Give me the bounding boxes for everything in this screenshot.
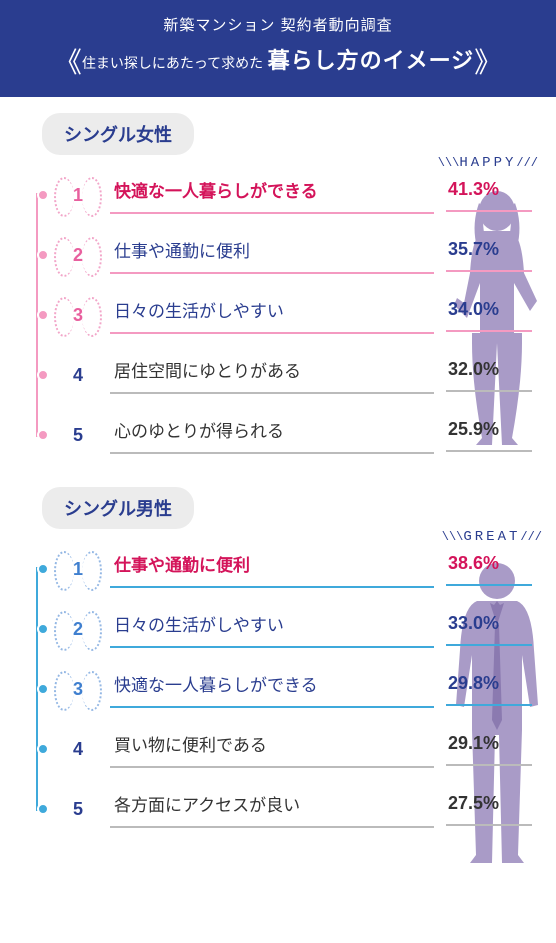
- ranking-row: 5 心のゆとりが得られる 25.9%: [36, 405, 532, 465]
- rank-badge: 5: [60, 791, 96, 827]
- row-label: 日々の生活がしやすい: [110, 611, 434, 648]
- row-label: 仕事や通勤に便利: [110, 237, 434, 274]
- rank-badge: 1: [60, 177, 96, 213]
- section-label-female: シングル女性: [42, 113, 194, 155]
- row-pct: 32.0%: [446, 359, 532, 392]
- row-label: 各方面にアクセスが良い: [110, 791, 434, 828]
- row-label: 日々の生活がしやすい: [110, 297, 434, 334]
- row-pct: 38.6%: [446, 553, 532, 586]
- row-pct: 34.0%: [446, 299, 532, 332]
- row-pct: 35.7%: [446, 239, 532, 272]
- row-pct: 25.9%: [446, 419, 532, 452]
- row-label: 快適な一人暮らしができる: [110, 671, 434, 708]
- row-label: 買い物に便利である: [110, 731, 434, 768]
- rank-badge: 4: [60, 731, 96, 767]
- rank-badge: 1: [60, 551, 96, 587]
- row-label: 快適な一人暮らしができる: [110, 177, 434, 214]
- row-label: 仕事や通勤に便利: [110, 551, 434, 588]
- section-label-male: シングル男性: [42, 487, 194, 529]
- timeline-male: 1 仕事や通勤に便利 38.6% 2 日々の生活がしやすい 33.0% 3 快適…: [24, 539, 532, 839]
- timeline-female: 1 快適な一人暮らしができる 41.3% 2 仕事や通勤に便利 35.7% 3 …: [24, 165, 532, 465]
- row-pct: 29.8%: [446, 673, 532, 706]
- ranking-row: 1 快適な一人暮らしができる 41.3%: [36, 165, 532, 225]
- header-title: 《住まい探しにあたって求めた 暮らし方のイメージ》: [0, 41, 556, 81]
- ranking-row: 1 仕事や通勤に便利 38.6%: [36, 539, 532, 599]
- ranking-row: 3 快適な一人暮らしができる 29.8%: [36, 659, 532, 719]
- row-label: 心のゆとりが得られる: [110, 417, 434, 454]
- ranking-row: 2 仕事や通勤に便利 35.7%: [36, 225, 532, 285]
- section-male: シングル男性 \\\GREAT/// 1 仕事や通勤に便利 38.6% 2 日々…: [0, 471, 556, 845]
- rank-badge: 3: [60, 297, 96, 333]
- header: 新築マンション 契約者動向調査 《住まい探しにあたって求めた 暮らし方のイメージ…: [0, 0, 556, 97]
- rank-badge: 4: [60, 357, 96, 393]
- ranking-row: 5 各方面にアクセスが良い 27.5%: [36, 779, 532, 839]
- rank-badge: 5: [60, 417, 96, 453]
- header-subtitle: 新築マンション 契約者動向調査: [0, 14, 556, 35]
- rank-badge: 3: [60, 671, 96, 707]
- section-female: シングル女性 \\\HAPPY/// 1 快適な一人暮らしができる 41.3% …: [0, 97, 556, 471]
- ranking-row: 4 買い物に便利である 29.1%: [36, 719, 532, 779]
- ranking-row: 4 居住空間にゆとりがある 32.0%: [36, 345, 532, 405]
- row-pct: 41.3%: [446, 179, 532, 212]
- row-pct: 27.5%: [446, 793, 532, 826]
- rank-badge: 2: [60, 237, 96, 273]
- row-label: 居住空間にゆとりがある: [110, 357, 434, 394]
- ranking-row: 2 日々の生活がしやすい 33.0%: [36, 599, 532, 659]
- ranking-row: 3 日々の生活がしやすい 34.0%: [36, 285, 532, 345]
- row-pct: 29.1%: [446, 733, 532, 766]
- rank-badge: 2: [60, 611, 96, 647]
- row-pct: 33.0%: [446, 613, 532, 646]
